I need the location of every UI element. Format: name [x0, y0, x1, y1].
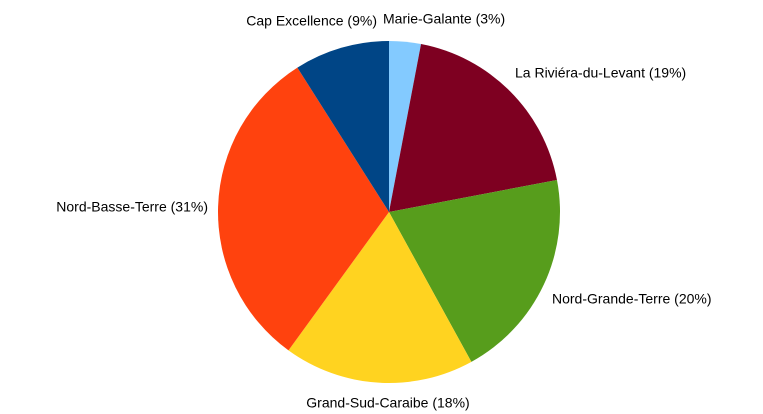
slice-label: Nord-Grande-Terre (20%)	[552, 291, 712, 307]
slice-label: Grand-Sud-Caraibe (18%)	[306, 395, 469, 411]
pie-slice	[288, 212, 472, 384]
slice-label: Marie-Galante (3%)	[383, 11, 505, 27]
pie-slice	[217, 67, 389, 351]
slice-label: La Riviéra-du-Levant (19%)	[515, 65, 686, 81]
pie-slice	[297, 41, 389, 212]
pie-slice	[389, 44, 557, 212]
pie-slice	[389, 41, 422, 212]
slice-label: Nord-Basse-Terre (31%)	[56, 199, 208, 215]
pie-slice	[389, 179, 560, 362]
slice-label: Cap Excellence (9%)	[246, 13, 377, 29]
